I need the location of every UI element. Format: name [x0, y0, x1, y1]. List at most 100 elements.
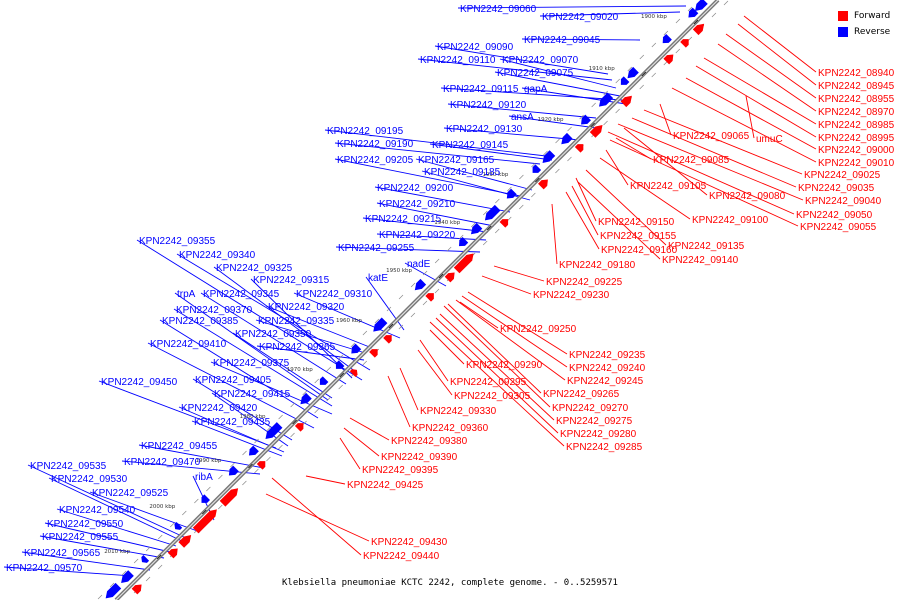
forward-gene-arrow [294, 423, 304, 432]
gene-label: KPN2242_09405 [195, 375, 272, 386]
gene-label: KPN2242_09425 [347, 480, 424, 491]
gene-label: KPN2242_09385 [162, 316, 239, 327]
leader-line [467, 291, 568, 355]
leader-line [293, 292, 401, 339]
reverse-gene-arrow [351, 343, 362, 354]
leader-line [211, 392, 289, 447]
leader-line [609, 139, 799, 227]
tick-mark [486, 225, 492, 231]
leader-line [435, 317, 559, 434]
gene-label: KPN2242_09325 [216, 263, 293, 274]
gene-label: katE [368, 273, 388, 284]
track-dash [591, 102, 596, 108]
gene-label: KPN2242_09365 [259, 342, 336, 353]
track-dash [579, 114, 584, 120]
leader-line [695, 65, 817, 138]
leader-line [659, 103, 672, 136]
reverse-gene-arrow [695, 0, 708, 11]
leader-line [508, 115, 597, 129]
leader-line [439, 313, 555, 421]
gene-label: KPN2242_09185 [424, 167, 501, 178]
gene-label: KPN2242_09155 [600, 231, 677, 242]
leader-line [417, 58, 613, 81]
reverse-gene-arrow [141, 555, 150, 563]
reverse-gene-arrow [265, 422, 283, 440]
leader-line [417, 349, 453, 396]
leader-line [725, 33, 817, 99]
gene-label: KPN2242_09255 [338, 243, 415, 254]
leader-line [443, 305, 551, 408]
leader-line [571, 185, 599, 236]
leader-line [607, 131, 795, 215]
leader-line [44, 522, 171, 553]
forward-gene-arrow [620, 95, 632, 108]
leader-line [138, 444, 265, 469]
track-dash [145, 546, 151, 552]
track-dash [543, 150, 548, 156]
leader-line [551, 203, 558, 265]
forward-gene-arrow [256, 461, 266, 470]
reverse-gene-arrow [174, 522, 183, 530]
gene-label: KPN2242_09555 [42, 532, 119, 543]
leader-line [339, 437, 361, 470]
tick-mark [388, 323, 394, 329]
track-dash [266, 426, 271, 432]
leader-line [178, 406, 285, 453]
gene-label: KPN2242_09290 [466, 360, 543, 371]
leader-line [623, 127, 708, 196]
leader-line [429, 143, 553, 161]
backbone-highlight [115, 0, 719, 600]
track-dash [242, 450, 247, 456]
reverse-gene-arrow [598, 92, 614, 107]
track-dash [314, 378, 319, 384]
gene-label: KPN2242_09135 [668, 241, 745, 252]
gene-label: KPN2242_09010 [818, 158, 895, 169]
tick-label: 1900 kbp [641, 14, 667, 20]
forward-gene-arrow [178, 535, 192, 548]
track-dash [290, 432, 295, 438]
track-dash [302, 390, 307, 396]
leader-line [539, 11, 681, 17]
gene-label: KPN2242_09390 [381, 452, 458, 463]
gene-label: KPN2242_09295 [450, 377, 527, 388]
gene-label: KPN2242_09090 [437, 42, 514, 53]
track-dash [410, 312, 416, 318]
leader-line [176, 253, 371, 371]
gene-label: KPN2242_09245 [567, 376, 644, 387]
gene-label: KPN2242_09265 [543, 389, 620, 400]
leader-lines [3, 5, 817, 577]
leader-line [173, 308, 333, 407]
gene-label: KPN2242_09535 [30, 461, 107, 472]
gene-label: KPN2242_09145 [432, 140, 509, 151]
leader-line [3, 566, 133, 577]
leader-line [349, 417, 390, 441]
leader-line [98, 380, 277, 449]
leader-line [447, 103, 597, 119]
gene-label: KPN2242_09355 [139, 236, 216, 247]
track-dash [278, 444, 283, 450]
reverse-gene-arrow [300, 392, 312, 405]
track-dash [639, 54, 645, 60]
gene-label: KPN2242_08970 [818, 107, 895, 118]
track-dash [326, 396, 331, 402]
gene-label: KPN2242_09235 [569, 350, 646, 361]
track-dash [531, 192, 536, 198]
track-dash [218, 504, 223, 510]
track-dash [434, 288, 440, 294]
forward-gene-arrow [369, 349, 378, 358]
leader-line [434, 45, 609, 75]
gene-label: KPN2242_09420 [181, 403, 258, 414]
track-dash [531, 162, 536, 168]
gene-label: KPN2242_09435 [194, 417, 271, 428]
reverse-gene-arrow [228, 465, 239, 476]
gene-label: KPN2242_09130 [446, 124, 523, 135]
gene-label: KPN2242_09450 [101, 377, 178, 388]
legend-reverse-swatch [838, 27, 848, 37]
legend-forward: Forward [838, 8, 890, 24]
reverse-gene-arrow [248, 445, 259, 456]
forward-gene-arrow [589, 125, 603, 138]
leader-line [443, 127, 581, 141]
gene-label: KPN2242_09025 [804, 170, 881, 181]
leader-line [415, 158, 533, 191]
